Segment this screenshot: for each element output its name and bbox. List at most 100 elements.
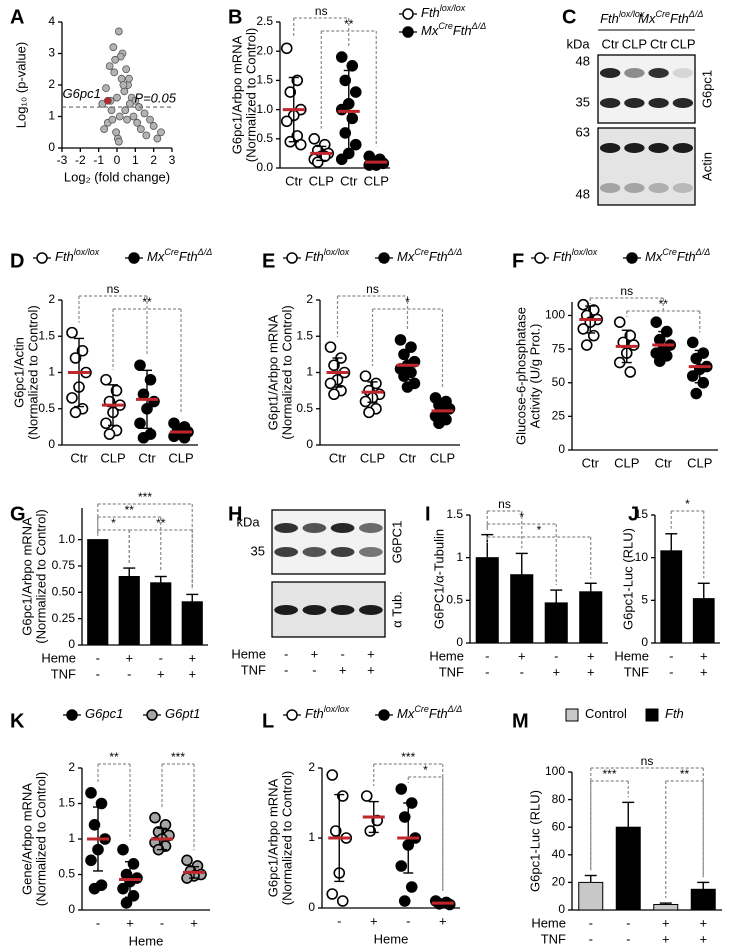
lane-label: Ctr — [601, 36, 619, 51]
protein-label: α Tub. — [389, 591, 404, 628]
legend-label-part: Control — [585, 706, 627, 721]
panel-letter: C — [562, 6, 576, 28]
point — [109, 43, 118, 52]
data-point — [308, 133, 321, 145]
blot-band — [302, 523, 327, 533]
data-point — [349, 138, 362, 151]
panel-letter: H — [228, 503, 242, 525]
y-tick-label: 25 — [552, 409, 566, 423]
y-axis-label: Log₁₀ (p-value) — [13, 42, 28, 128]
panel-letter: G — [10, 503, 26, 525]
significance-label: ** — [659, 297, 669, 311]
y-tick-label: 0 — [641, 635, 648, 649]
x-tick-label: Ctr — [285, 173, 303, 188]
data-point — [328, 388, 340, 401]
data-point — [311, 156, 324, 168]
data-point — [134, 359, 146, 372]
data-point — [335, 103, 348, 116]
data-point — [690, 352, 703, 365]
blot-band — [274, 523, 298, 533]
point — [125, 74, 133, 83]
bar — [578, 881, 604, 911]
blot-band — [599, 98, 621, 108]
point — [111, 55, 120, 64]
legend-label-part: lox/lox — [74, 247, 100, 257]
legend-label-part: G6pc1 — [85, 706, 123, 721]
y-tick-label: 0 — [48, 140, 55, 154]
highlight-point — [103, 96, 112, 105]
condition-value: - — [96, 650, 100, 665]
legend-marker — [286, 709, 298, 721]
condition-value: - — [626, 931, 630, 946]
data-point — [395, 860, 408, 872]
panel-letter: I — [425, 503, 431, 525]
data-point — [398, 348, 410, 361]
significance-label: *** — [401, 750, 415, 764]
data-point — [88, 882, 101, 895]
y-tick-label: 0 — [308, 900, 315, 914]
y-tick-label: 5 — [641, 593, 648, 607]
point — [112, 128, 120, 137]
data-point — [100, 417, 112, 430]
x-tick-label: CLP — [100, 450, 125, 465]
bar — [615, 826, 641, 911]
data-point — [398, 370, 410, 382]
legend-label-part: Δ/Δ — [688, 9, 704, 19]
data-point — [149, 811, 161, 824]
condition-value: + — [699, 931, 707, 946]
y-tick-label: 0.75 — [52, 558, 76, 572]
x-tick-label: CLP — [364, 173, 389, 188]
significance-label: ** — [142, 295, 152, 309]
data-point — [324, 377, 337, 390]
bar — [544, 602, 568, 644]
condition-value: - — [520, 664, 524, 679]
data-point — [95, 797, 108, 810]
point — [136, 125, 145, 134]
y-tick-label: 0.5 — [38, 401, 55, 415]
legend-label-part: Δ/Δ — [695, 247, 711, 257]
lane-label: CLP — [622, 36, 647, 51]
condition-value: + — [587, 664, 595, 679]
x-tick-label: Ctr — [340, 173, 358, 188]
condition-value: + — [700, 648, 708, 663]
point — [129, 112, 138, 121]
legend-label: Fthlox/lox — [600, 9, 645, 26]
data-point — [398, 811, 411, 823]
legend-label: Fth — [665, 706, 684, 721]
blot-band — [648, 183, 669, 193]
legend-label-part: Fth — [421, 5, 440, 20]
y-tick-label: 1 — [68, 831, 75, 845]
panel-letter: J — [628, 503, 639, 525]
data-point — [69, 406, 82, 419]
y-tick-label: 0 — [306, 437, 313, 451]
blot-band — [624, 143, 645, 153]
data-point — [127, 889, 140, 902]
x-tick-label: + — [126, 915, 134, 930]
condition-value: - — [485, 664, 489, 679]
panel-letter: K — [10, 710, 25, 732]
blot-band — [599, 143, 621, 153]
significance-label: * — [423, 763, 428, 777]
legend-marker — [378, 252, 390, 264]
data-point — [335, 153, 348, 166]
bar — [690, 888, 716, 911]
data-point — [117, 843, 129, 856]
legend-label: MxCreFthΔ/Δ — [397, 247, 462, 264]
y-tick-label: 0 — [558, 902, 565, 916]
data-point — [363, 406, 375, 419]
point — [149, 122, 158, 130]
significance-label: ns — [366, 282, 379, 296]
blot-panel — [271, 509, 386, 575]
condition-value: + — [587, 648, 595, 663]
legend-label-part: Mx — [397, 249, 415, 264]
legend-marker — [534, 252, 546, 264]
condition-value: + — [662, 915, 670, 930]
y-axis-label: G6pc1/Actin — [11, 337, 26, 408]
legend-label: Fthlox/lox — [421, 3, 466, 20]
condition-name: TNF — [51, 666, 76, 681]
y-tick-label: 100 — [545, 308, 565, 322]
significance-label: * — [519, 510, 524, 524]
legend-label: Control — [585, 706, 627, 721]
y-tick-label: 60 — [552, 819, 566, 833]
condition-name: TNF — [624, 664, 649, 679]
